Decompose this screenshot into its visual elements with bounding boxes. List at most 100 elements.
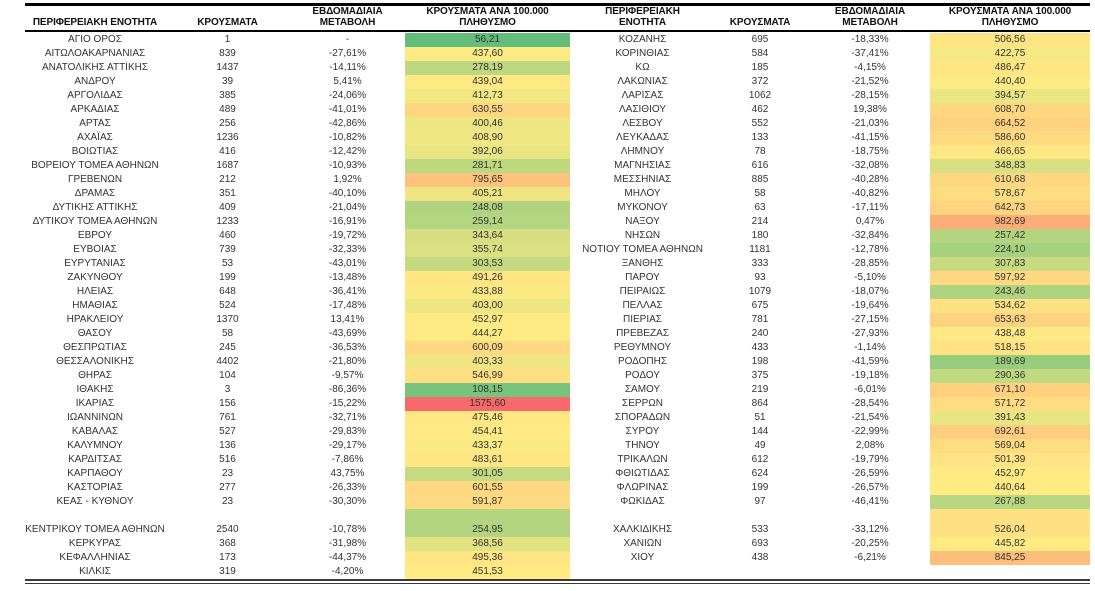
region-cell: [25, 509, 165, 523]
change-cell: -41,01%: [328, 104, 367, 115]
change-cell: -32,71%: [328, 412, 367, 423]
region-cell: ΚΙΛΚΙΣ: [79, 566, 111, 577]
rate-cell: 445,82: [930, 537, 1090, 551]
rate-cell: 189,69: [930, 355, 1090, 369]
header-row: ΠΕΡΙΦΕΡΕΙΑΚΗ ΕΝΟΤΗΤΑ ΚΡΟΥΣΜΑΤΑ ΕΒΔΟΜΑΔΙΑΙΑ…: [575, 6, 1090, 33]
header-underline-rule: [25, 30, 1090, 32]
cases-cell: 552: [751, 118, 769, 129]
region-cell: ΛΗΜΝΟΥ: [620, 146, 665, 157]
cases-cell: 385: [219, 90, 236, 101]
region-cell: ΑΙΤΩΛΟΑΚΑΡΝΑΝΙΑΣ: [44, 48, 146, 59]
change-cell: -21,54%: [851, 412, 889, 423]
rate-cell: 1575,60: [405, 397, 570, 411]
table-row: ΧΙΟΥ 438 -6,21% 845,25: [575, 551, 1090, 565]
cases-cell: 97: [754, 496, 766, 507]
change-cell: -21,52%: [851, 76, 889, 87]
table-row: ΧΑΝΙΩΝ 693 -20,25% 445,82: [575, 537, 1090, 551]
change-cell: -37,41%: [851, 48, 889, 59]
region-cell: ΔΡΑΜΑΣ: [74, 188, 116, 199]
rate-cell: 475,46: [405, 411, 570, 425]
region-cell: ΜΕΣΣΗΝΙΑΣ: [613, 174, 672, 185]
table-row: ΘΕΣΠΡΩΤΙΑΣ 245 -36,53% 600,09: [25, 341, 570, 355]
rate-cell: 692,61: [930, 425, 1090, 439]
rate-cell: 440,40: [930, 75, 1090, 89]
region-cell: ΖΑΚΥΝΘΟΥ: [67, 272, 123, 283]
cases-cell: 245: [219, 342, 236, 353]
change-cell: -10,93%: [328, 160, 367, 171]
change-cell: -20,25%: [851, 538, 889, 549]
column-header-weekly-change: ΕΒΔΟΜΑΔΙΑΙΑ ΜΕΤΑΒΟΛΗ: [810, 6, 930, 33]
cases-cell: 256: [219, 118, 236, 129]
cases-cell: 584: [751, 48, 769, 59]
rate-cell: 600,09: [405, 341, 570, 355]
rate-cell: 491,26: [405, 271, 570, 285]
rate-cell: 433,37: [405, 439, 570, 453]
rate-cell: 452,97: [930, 467, 1090, 481]
column-header-region: ΠΕΡΙΦΕΡΕΙΑΚΗ ΕΝΟΤΗΤΑ: [25, 6, 165, 33]
change-cell: -28,54%: [851, 398, 889, 409]
cases-cell: 1079: [748, 286, 772, 297]
cases-cell: 173: [219, 552, 236, 563]
region-cell: ΚΕΝΤΡΙΚΟΥ ΤΟΜΕΑ ΑΘΗΝΩΝ: [25, 524, 165, 535]
table-row: ΜΕΣΣΗΝΙΑΣ 885 -40,28% 610,68: [575, 173, 1090, 187]
rate-cell: 257,42: [930, 229, 1090, 243]
change-cell: -19,64%: [851, 300, 889, 311]
region-cell: ΙΚΑΡΙΑΣ: [75, 398, 115, 409]
change-cell: -26,57%: [851, 482, 889, 493]
table-row: ΒΟΙΩΤΙΑΣ 416 -12,42% 392,06: [25, 145, 570, 159]
rate-cell: 546,99: [405, 369, 570, 383]
cases-cell: 1233: [216, 216, 239, 227]
region-cell: ΑΡΚΑΔΙΑΣ: [70, 104, 120, 115]
change-cell: 43,75%: [330, 468, 365, 479]
region-cell: ΑΧΑΪΑΣ: [77, 132, 113, 143]
rate-cell: 526,04: [930, 523, 1090, 537]
table-row: ΛΑΣΙΘΙΟΥ 462 19,38% 608,70: [575, 103, 1090, 117]
table-row: ΚΕΝΤΡΙΚΟΥ ΤΟΜΕΑ ΑΘΗΝΩΝ 2540 -10,78% 254,95: [25, 523, 570, 537]
region-cell: ΑΝΔΡΟΥ: [74, 76, 116, 87]
table-row: ΧΑΛΚΙΔΙΚΗΣ 533 -33,12% 526,04: [575, 523, 1090, 537]
rate-cell: 254,95: [405, 523, 570, 537]
region-cell: ΧΑΛΚΙΔΙΚΗΣ: [613, 524, 672, 535]
rate-cell: 597,92: [930, 271, 1090, 285]
cases-cell: [710, 565, 810, 579]
rate-cell: 56,21: [405, 33, 570, 47]
rate-cell: 642,73: [930, 201, 1090, 215]
region-cell: ΘΕΣΠΡΩΤΙΑΣ: [63, 342, 127, 353]
rate-cell: 591,87: [405, 495, 570, 509]
region-cell: ΑΝΑΤΟΛΙΚΗΣ ΑΤΤΙΚΗΣ: [41, 62, 149, 73]
table-row: ΑΝΑΤΟΛΙΚΗΣ ΑΤΤΙΚΗΣ 1437 -14,11% 278,19: [25, 61, 570, 75]
region-cell: ΚΟΡΙΝΘΙΑΣ: [615, 48, 670, 59]
table-row: ΔΡΑΜΑΣ 351 -40,10% 405,21: [25, 187, 570, 201]
region-cell: ΚΟΖΑΝΗΣ: [618, 34, 667, 45]
left-table: ΠΕΡΙΦΕΡΕΙΑΚΗ ΕΝΟΤΗΤΑ ΚΡΟΥΣΜΑΤΑ ΕΒΔΟΜΑΔΙΑΙΑ…: [25, 6, 570, 579]
column-header-rate-per-100k: ΚΡΟΥΣΜΑΤΑ ΑΝΑ 100.000 ΠΛΗΘΥΣΜΟ: [930, 6, 1090, 33]
table-row: ΣΑΜΟΥ 219 -6,01% 671,10: [575, 383, 1090, 397]
cases-cell: [165, 509, 290, 523]
cases-cell: 1: [224, 34, 231, 45]
table-row: ΚΑΒΑΛΑΣ 527 -29,83% 454,41: [25, 425, 570, 439]
change-cell: -21,80%: [328, 356, 367, 367]
cases-cell: 1370: [216, 314, 239, 325]
region-cell: ΚΩ: [635, 62, 650, 73]
region-cell: ΤΗΝΟΥ: [625, 440, 660, 451]
cases-cell: 49: [754, 440, 766, 451]
table-row: ΚΑΛΥΜΝΟΥ 136 -29,17% 433,37: [25, 439, 570, 453]
table-row: ΤΗΝΟΥ 49 2,08% 569,04: [575, 439, 1090, 453]
table-row: ΑΡΓΟΛΙΔΑΣ 385 -24,06% 412,73: [25, 89, 570, 103]
region-cell: ΙΘΑΚΗΣ: [76, 384, 114, 395]
rate-cell: 578,67: [930, 187, 1090, 201]
table-row: ΙΩΑΝΝΙΝΩΝ 761 -32,71% 475,46: [25, 411, 570, 425]
region-cell: ΣΑΜΟΥ: [624, 384, 661, 395]
region-cell: ΡΕΘΥΜΝΟΥ: [613, 342, 672, 353]
rate-cell: 601,55: [405, 481, 570, 495]
rate-cell: 348,83: [930, 159, 1090, 173]
region-cell: ΣΥΡΟΥ: [625, 426, 660, 437]
table-row: ΡΟΔΟΥ 375 -19,18% 290,36: [575, 369, 1090, 383]
change-cell: -36,53%: [328, 342, 367, 353]
change-cell: -43,01%: [328, 258, 367, 269]
table-row: ΦΩΚΙΔΑΣ 97 -46,41% 267,88: [575, 495, 1090, 509]
column-header-label: ΕΒΔΟΜΑΔΙΑΙΑ ΜΕΤΑΒΟΛΗ: [312, 6, 383, 28]
change-cell: [810, 509, 930, 523]
rate-cell: 440,64: [930, 481, 1090, 495]
column-header-label: ΚΡΟΥΣΜΑΤΑ: [197, 16, 258, 28]
